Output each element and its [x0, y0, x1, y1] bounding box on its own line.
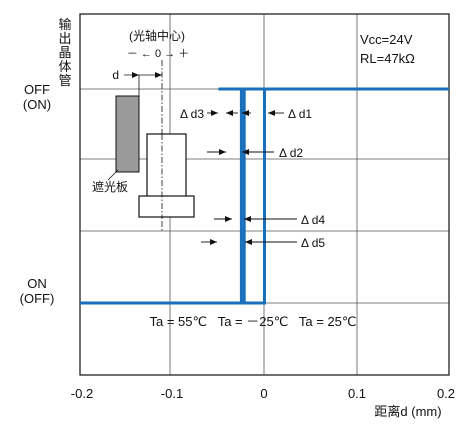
conditions-vcc: Vcc=24V	[360, 32, 413, 47]
shield-plate	[115, 95, 140, 173]
d1-arrow-head-left	[242, 110, 249, 116]
series-line-3	[80, 87, 449, 305]
y-axis-label: 输出晶体管	[58, 17, 71, 88]
y-axis-label-char: 管	[58, 73, 71, 88]
d3-arrow-head-right	[226, 110, 233, 116]
d4-arrow-head-left	[225, 216, 232, 222]
d5-label: Δ d5	[301, 236, 325, 250]
d-label: d	[112, 68, 119, 82]
off-label: OFF	[24, 82, 50, 97]
y-axis-label-char: 晶	[58, 45, 71, 60]
on-label: ON	[27, 276, 47, 291]
x-tick-label: -0.1	[161, 386, 183, 401]
x-ticks: -0.2 -0.1 0 0.1 0.2	[71, 386, 455, 401]
x-tick-label: 0.2	[437, 386, 455, 401]
y-axis-label-char: 出	[58, 31, 71, 46]
sensor-illustration: (光轴中心) － ← 0 → ＋ d 遮光板	[92, 28, 195, 232]
delta-annotations	[201, 110, 297, 245]
shield-leader	[107, 169, 119, 181]
d5-arrow-head-right	[245, 239, 252, 245]
conditions-rl: RL=47kΩ	[360, 51, 415, 66]
d1-arrow-head-right	[268, 110, 275, 116]
x-tick-label: -0.2	[71, 386, 93, 401]
x-axis-label: 距离d (mm)	[374, 404, 441, 419]
sensor-base	[138, 195, 195, 218]
on-sub-label: (OFF)	[20, 291, 55, 306]
y-axis-label-char: 输	[58, 17, 71, 32]
axis-direction-marks: － ← 0 → ＋	[127, 48, 189, 60]
d1-label: Δ d1	[288, 107, 312, 121]
shield-label: 遮光板	[92, 179, 128, 194]
y-axis-label-char: 体	[58, 59, 71, 74]
series-temperature-labels: Ta = 55℃ Ta = －25℃ Ta = 25℃	[149, 314, 356, 329]
d4-arrow-head-right	[244, 216, 251, 222]
d2-arrow-head-right	[242, 149, 249, 155]
optical-axis-label: (光轴中心)	[129, 28, 185, 43]
d3-arrow-head	[211, 110, 218, 116]
x-tick-label: 0.1	[348, 386, 366, 401]
d2-arrow-head-left	[219, 149, 226, 155]
d-arrow-head-right	[155, 72, 162, 78]
series-layer	[80, 87, 449, 305]
plot-frame	[79, 13, 450, 376]
d3-label: Δ d3	[180, 107, 204, 121]
d5-arrow-head-left	[210, 239, 217, 245]
d-arrow-head-left	[132, 72, 139, 78]
x-tick-label: 0	[260, 386, 267, 401]
sensor-body	[146, 133, 187, 198]
d4-label: Δ d4	[301, 213, 325, 227]
off-sub-label: (ON)	[23, 97, 51, 112]
d2-label: Δ d2	[279, 146, 303, 160]
